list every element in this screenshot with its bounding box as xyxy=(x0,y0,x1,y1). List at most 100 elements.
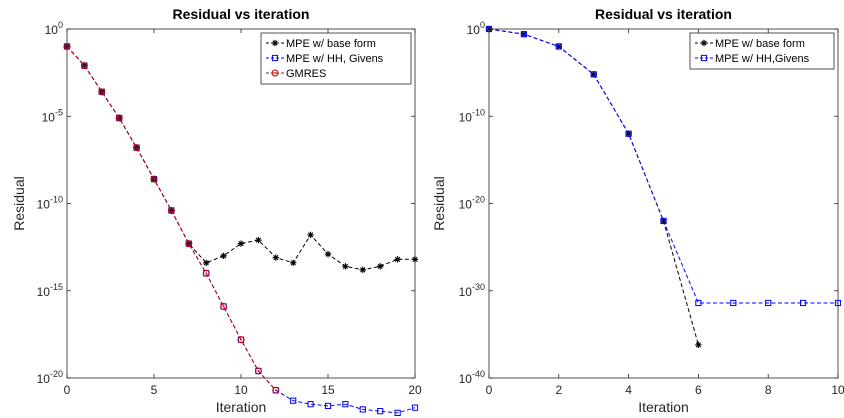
x-axis-label: Iteration xyxy=(638,399,689,415)
y-tick-exponent: 0 xyxy=(58,20,63,30)
data-point-asterisk xyxy=(290,259,297,267)
legend-item: MPE w/ HH,Givens xyxy=(695,53,810,65)
y-tick-label: 100 xyxy=(45,20,63,37)
data-point-square xyxy=(394,409,401,416)
data-point-circle xyxy=(63,42,71,50)
axes-box xyxy=(488,28,839,379)
legend-label: MPE w/ HH,Givens xyxy=(715,53,810,65)
x-tick-label: 0 xyxy=(64,383,71,397)
y-tick-base: 10 xyxy=(42,110,56,124)
data-point-circle xyxy=(150,175,158,183)
data-point-circle xyxy=(98,88,106,96)
y-tick-label: 10-20 xyxy=(459,195,485,212)
y-tick-exponent: -15 xyxy=(50,282,63,292)
y-tick-base: 10 xyxy=(459,110,473,124)
data-point-square xyxy=(290,397,297,404)
data-point-asterisk xyxy=(700,39,708,47)
y-tick-base: 10 xyxy=(459,372,473,386)
y-tick-exponent: -20 xyxy=(472,195,485,205)
data-point-circle xyxy=(271,69,279,77)
legend-label: MPE w/ base form xyxy=(286,38,376,50)
circle-center xyxy=(274,389,277,392)
data-point-square xyxy=(271,54,279,62)
data-point-square xyxy=(625,130,632,137)
x-tick-label: 0 xyxy=(486,383,493,397)
data-point-circle xyxy=(133,144,141,152)
x-tick-label: 10 xyxy=(234,383,248,397)
legend-item: MPE w/ HH, Givens xyxy=(266,53,384,65)
data-point-square xyxy=(834,299,842,307)
data-point-asterisk xyxy=(237,240,245,247)
legend: MPE w/ base form MPE w/ HH, Givens GMRES xyxy=(260,32,412,85)
y-tick-label: 10-10 xyxy=(37,195,63,212)
circle-outline xyxy=(254,367,262,375)
data-point-square xyxy=(800,299,807,307)
circle-center xyxy=(66,45,68,48)
x-tick-label: 5 xyxy=(151,383,158,397)
data-point-square xyxy=(660,217,667,225)
legend-item: GMRES xyxy=(266,68,326,80)
y-tick-exponent: 0 xyxy=(480,20,485,30)
data-point-asterisk xyxy=(307,231,314,239)
circle-center xyxy=(83,64,86,67)
data-point-square xyxy=(590,71,597,78)
circle-outline xyxy=(133,144,141,152)
asterisk-stroke xyxy=(591,71,597,77)
asterisk-stroke xyxy=(272,40,278,46)
legend-box xyxy=(689,32,835,70)
circle-center xyxy=(153,178,155,180)
circle-center xyxy=(100,90,103,93)
x-tick-label: 15 xyxy=(321,383,335,397)
asterisk-stroke xyxy=(255,237,262,243)
y-tick-base: 10 xyxy=(37,372,51,386)
data-point-square xyxy=(730,299,737,307)
data-point-square xyxy=(377,408,384,415)
asterisk-stroke xyxy=(290,260,296,266)
data-point-square xyxy=(520,31,527,38)
circle-outline xyxy=(220,302,228,310)
data-point-asterisk xyxy=(411,256,419,263)
data-point-asterisk xyxy=(271,39,279,47)
y-axis-label: Residual xyxy=(11,176,27,230)
circle-center xyxy=(222,305,225,308)
circle-outline xyxy=(272,386,280,394)
data-point-circle xyxy=(202,269,210,277)
data-point-asterisk xyxy=(394,256,401,263)
legend-item: MPE w/ base form xyxy=(266,38,376,50)
y-tick-base: 10 xyxy=(45,23,59,37)
legend-item: MPE w/ base form xyxy=(695,38,805,50)
data-point-asterisk xyxy=(255,236,262,244)
y-tick-exponent: -5 xyxy=(55,107,63,117)
asterisk-stroke xyxy=(203,260,209,266)
data-point-asterisk xyxy=(220,252,227,260)
data-point-circle xyxy=(167,206,175,214)
y-tick-base: 10 xyxy=(459,285,473,299)
data-point-asterisk xyxy=(324,250,332,258)
y-tick-base: 10 xyxy=(37,285,51,299)
y-tick-label: 100 xyxy=(467,20,485,37)
series-2 xyxy=(485,25,842,307)
x-tick-label: 10 xyxy=(831,383,844,397)
data-point-asterisk xyxy=(272,254,279,261)
x-tick-label: 8 xyxy=(765,383,772,397)
circle-outline xyxy=(185,240,193,248)
chart-title: Residual vs iteration xyxy=(173,6,310,22)
circle-center xyxy=(240,338,242,341)
asterisk-stroke xyxy=(695,342,702,348)
asterisk-stroke xyxy=(701,40,707,46)
y-tick-label: 10-10 xyxy=(459,107,485,124)
data-point-circle xyxy=(272,386,280,394)
circle-center xyxy=(187,242,190,245)
asterisk-stroke xyxy=(412,256,418,262)
circle-outline xyxy=(115,114,123,122)
data-point-square xyxy=(695,299,702,307)
data-point-asterisk xyxy=(342,263,349,270)
circle-center xyxy=(257,370,260,372)
circle-center xyxy=(170,209,173,212)
y-tick-label: 10-5 xyxy=(42,107,63,124)
data-point-circle xyxy=(254,367,262,375)
y-tick-exponent: -40 xyxy=(472,369,485,379)
series-line xyxy=(488,28,838,304)
